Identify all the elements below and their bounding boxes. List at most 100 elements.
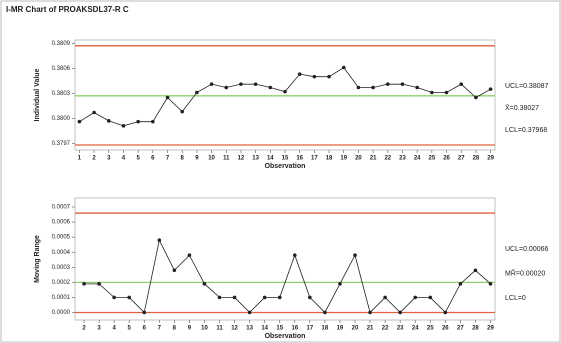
data-point [92,110,96,115]
control-limit-label: UCL=0.00066 [505,246,549,253]
y-tick-label: 0.3800 [52,116,71,122]
control-limit-label: LCL=0 [505,295,526,302]
x-tick-label: 11 [223,156,230,162]
data-point [323,310,327,315]
x-tick-label: 5 [136,156,140,162]
x-tick-label: 6 [151,156,155,162]
x-tick-label: 7 [166,156,170,162]
x-tick-label: 6 [143,326,147,332]
y-tick-label: 0.0002 [52,280,71,286]
x-tick-label: 18 [322,326,329,332]
x-tick-label: 10 [201,326,208,332]
x-tick-label: 5 [128,326,132,332]
x-tick-label: 27 [458,156,465,162]
y-tick-label: 0.3797 [52,141,71,147]
x-tick-label: 2 [82,326,86,332]
control-limit-label: UCL=0.38087 [505,83,549,90]
x-tick-label: 9 [195,156,199,162]
x-tick-label: 2 [92,156,96,162]
x-tick-label: 4 [112,326,116,332]
data-point [327,74,331,79]
data-point [82,282,86,286]
data-point [488,87,493,91]
data-point [77,119,82,124]
data-point [262,295,267,300]
y-tick-label: 0.0000 [52,310,71,316]
data-point [415,85,419,90]
data-point [398,310,402,315]
data-point [292,253,297,258]
data-point [165,95,170,100]
data-point [368,310,372,315]
x-tick-label: 16 [291,326,298,332]
data-point [253,82,258,86]
x-tick-label: 22 [384,156,391,162]
data-point [312,74,317,79]
chart-title: I-MR Chart of PROAKSDL37-R C [6,5,129,14]
x-tick-label: 7 [158,326,162,332]
x-tick-label: 25 [427,326,434,332]
data-point [458,282,463,286]
x-tick-label: 28 [472,326,479,332]
data-point [383,295,387,300]
y-tick-label: 0.0003 [52,265,71,271]
data-point [202,282,207,286]
data-point [247,310,252,315]
control-limit-label: MR̄=0.00020 [505,269,545,277]
data-point [121,124,126,128]
data-point [283,89,287,94]
data-point [127,295,131,300]
x-tick-label: 3 [107,156,111,162]
data-point [142,310,147,315]
data-point [430,90,434,95]
x-tick-label: 11 [216,326,223,332]
y-tick-label: 0.0007 [52,205,71,211]
data-point [195,90,199,95]
data-point [112,295,116,300]
series-line [84,238,491,314]
data-point [474,95,478,100]
y-axis-title: Moving Range [34,235,41,283]
x-tick-label: 26 [442,326,449,332]
x-axis-title: Observation [265,333,306,340]
x-tick-label: 14 [267,156,274,162]
y-tick-label: 0.0005 [52,235,71,241]
x-tick-label: 29 [487,326,494,332]
x-tick-label: 21 [367,326,374,332]
data-point [209,82,214,86]
y-tick-label: 0.3803 [52,91,71,97]
x-tick-label: 20 [352,326,359,332]
data-point [136,119,140,124]
data-point [308,295,312,300]
x-axis-title: Observation [265,163,306,170]
x-tick-label: 17 [306,326,313,332]
x-tick-label: 10 [208,156,215,162]
x-tick-label: 25 [429,156,436,162]
y-tick-label: 0.0004 [52,250,71,256]
data-point [97,282,101,286]
data-point [400,82,405,86]
x-tick-label: 19 [340,156,347,162]
x-tick-label: 14 [261,326,268,332]
data-point [180,109,185,114]
x-tick-label: 13 [252,156,259,162]
data-point [187,253,192,258]
x-tick-label: 20 [355,156,362,162]
x-tick-label: 15 [282,156,289,162]
data-point [473,268,478,273]
data-point [277,295,282,300]
data-point [353,253,357,258]
data-point [428,295,433,300]
x-tick-label: 4 [122,156,126,162]
control-limit-label: X̄=0.38027 [505,104,539,112]
data-point [371,85,375,90]
x-tick-label: 28 [473,156,480,162]
x-tick-label: 1 [78,156,82,162]
x-tick-label: 23 [397,326,404,332]
x-tick-label: 23 [399,156,406,162]
data-point [341,65,346,70]
x-tick-label: 8 [181,156,185,162]
x-tick-label: 17 [311,156,318,162]
x-tick-label: 16 [296,156,303,162]
